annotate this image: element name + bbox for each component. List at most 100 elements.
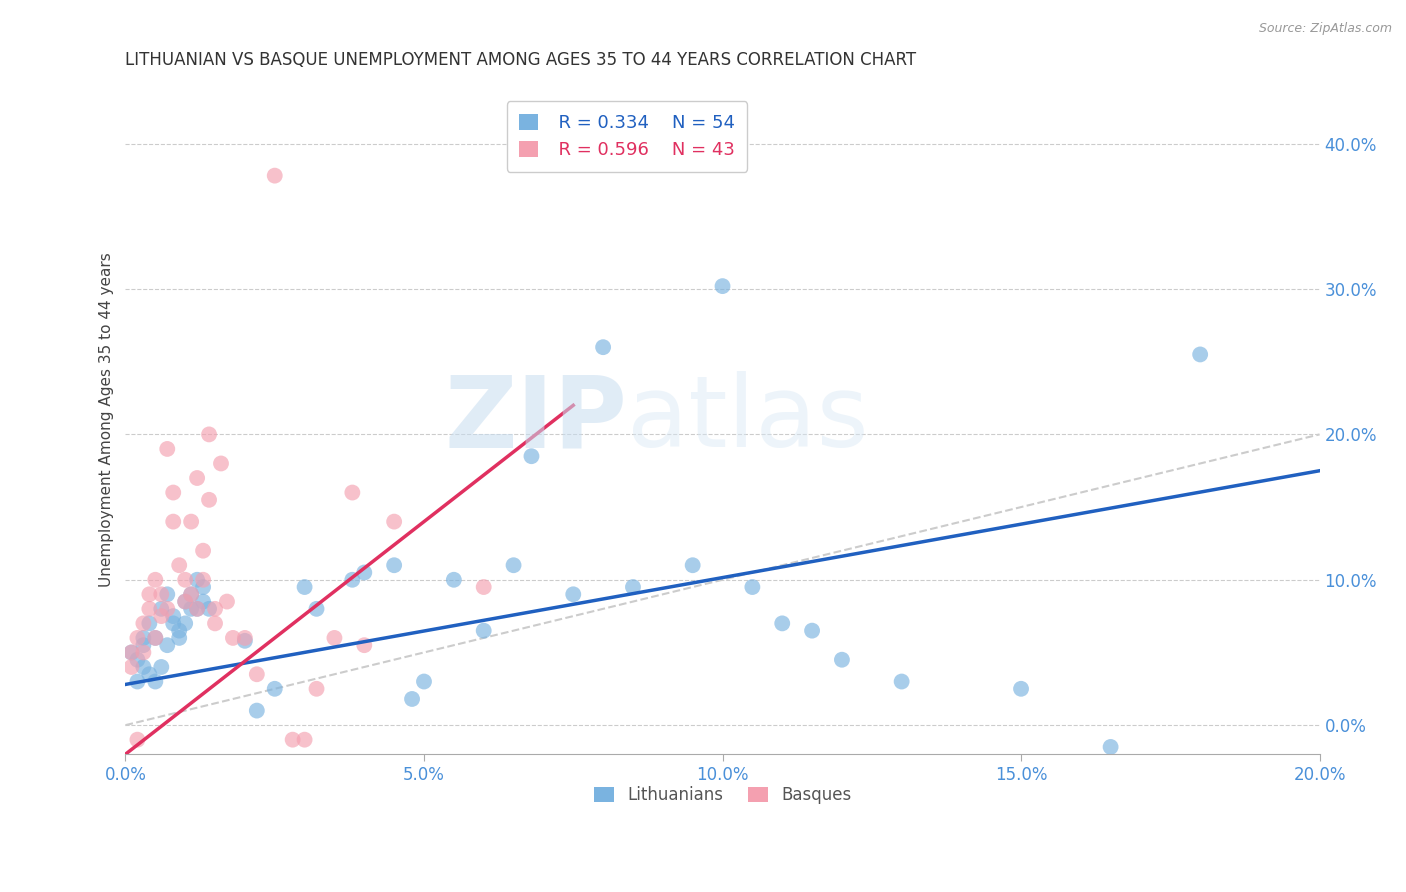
Point [120,645,142,659]
Point [353,638,375,652]
Point [294,580,316,594]
Point [191,580,214,594]
Point [741,580,763,594]
Point [156,587,179,601]
Point [204,602,226,616]
Point [263,169,285,183]
Point [191,543,214,558]
Point [801,624,824,638]
Point [132,645,155,659]
Point [156,602,179,616]
Point [198,602,221,616]
Point [127,674,149,689]
Point [156,442,179,456]
Point [127,631,149,645]
Point [174,616,197,631]
Point [120,660,142,674]
Point [682,558,704,573]
Point [132,660,155,674]
Point [443,573,465,587]
Point [143,631,166,645]
Point [186,602,208,616]
Point [323,631,346,645]
Point [215,594,238,608]
Point [198,427,221,442]
Point [167,624,190,638]
Point [246,704,269,718]
Point [174,594,197,608]
Point [342,485,364,500]
Point [150,609,173,624]
Point [150,660,173,674]
Point [1189,347,1212,361]
Point [294,732,316,747]
Point [233,631,256,645]
Point [890,674,912,689]
Text: Source: ZipAtlas.com: Source: ZipAtlas.com [1258,22,1392,36]
Point [180,602,202,616]
Point [180,587,202,601]
Point [342,573,364,587]
Point [191,573,214,587]
Point [143,674,166,689]
Point [138,616,160,631]
Point [413,674,436,689]
Point [132,631,155,645]
Point [204,616,226,631]
Point [162,485,184,500]
Point [198,492,221,507]
Point [186,573,208,587]
Point [562,587,585,601]
Point [305,681,328,696]
Point [1010,681,1032,696]
Point [143,573,166,587]
Point [353,566,375,580]
Point [621,580,644,594]
Point [711,279,734,293]
Point [281,732,304,747]
Point [770,616,793,631]
Point [150,587,173,601]
Point [132,638,155,652]
Text: ZIP: ZIP [444,371,627,468]
Point [520,449,543,463]
Point [120,645,142,659]
Point [1099,739,1122,754]
Point [174,594,197,608]
Text: atlas: atlas [627,371,869,468]
Point [174,573,197,587]
Point [186,602,208,616]
Point [305,602,328,616]
Point [167,558,190,573]
Point [132,616,155,631]
Point [472,580,495,594]
Point [382,515,405,529]
Point [233,633,256,648]
Point [180,587,202,601]
Point [209,457,232,471]
Point [246,667,269,681]
Point [167,631,190,645]
Point [162,609,184,624]
Point [592,340,614,354]
Point [472,624,495,638]
Point [180,515,202,529]
Point [263,681,285,696]
Point [831,653,853,667]
Point [127,732,149,747]
Y-axis label: Unemployment Among Ages 35 to 44 years: Unemployment Among Ages 35 to 44 years [100,252,114,587]
Point [138,602,160,616]
Point [127,653,149,667]
Point [191,594,214,608]
Point [162,515,184,529]
Point [162,616,184,631]
Text: LITHUANIAN VS BASQUE UNEMPLOYMENT AMONG AGES 35 TO 44 YEARS CORRELATION CHART: LITHUANIAN VS BASQUE UNEMPLOYMENT AMONG … [125,51,917,69]
Point [186,471,208,485]
Point [502,558,524,573]
Point [382,558,405,573]
Point [138,667,160,681]
Point [156,638,179,652]
Point [150,602,173,616]
Legend: Lithuanians, Basques: Lithuanians, Basques [585,778,860,813]
Point [138,587,160,601]
